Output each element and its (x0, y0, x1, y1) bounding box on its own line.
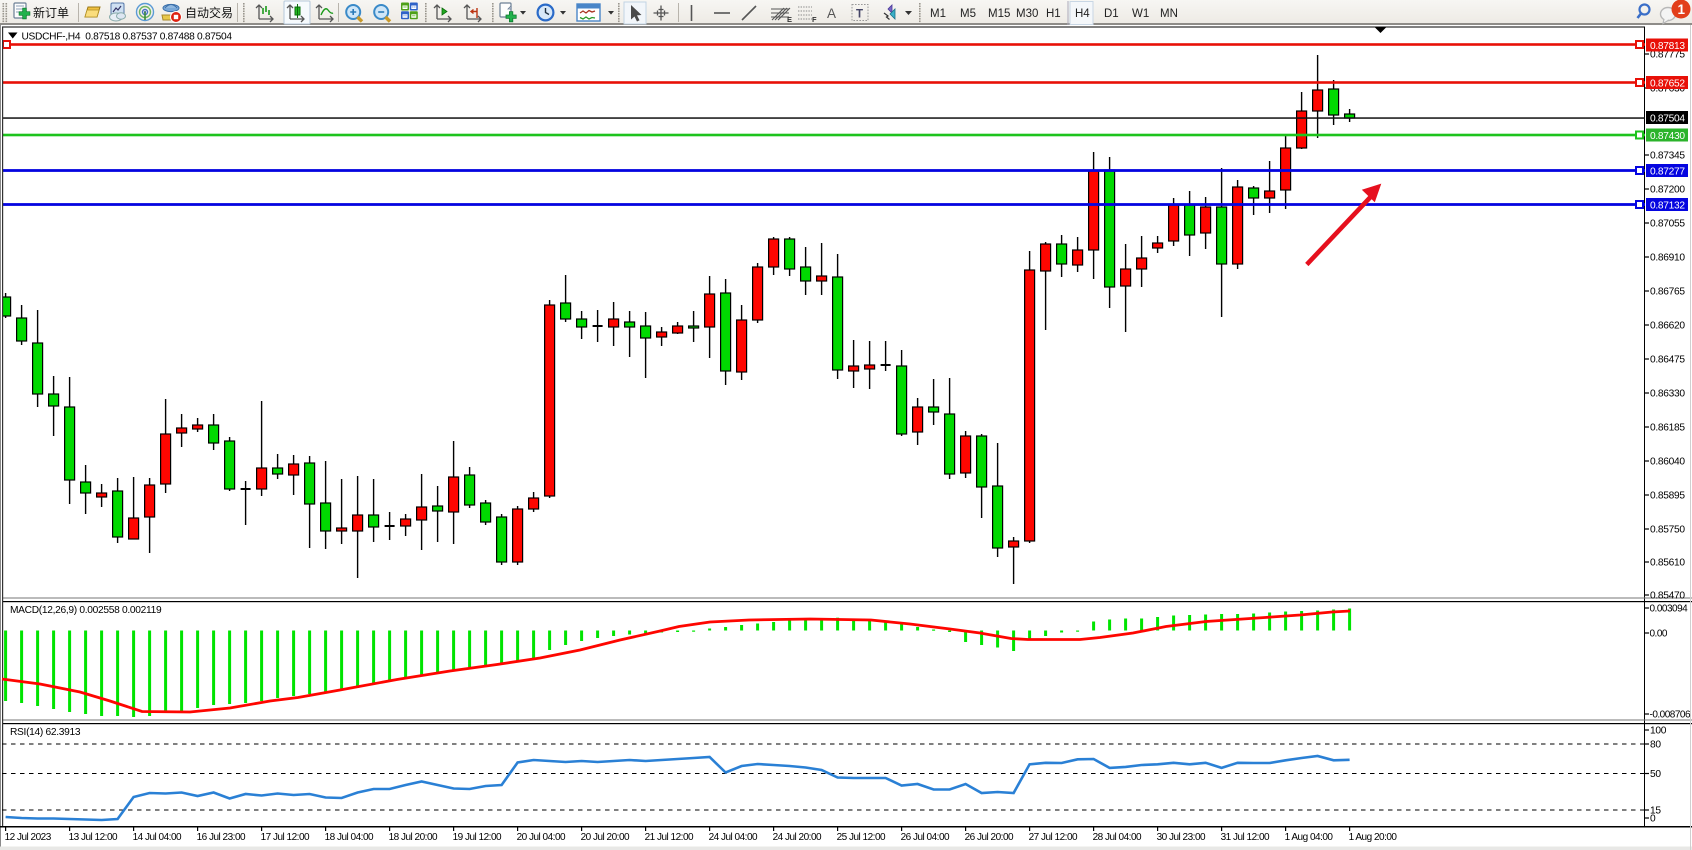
svg-text:27 Jul 12:00: 27 Jul 12:00 (1029, 832, 1078, 843)
svg-text:0.85470: 0.85470 (1650, 591, 1685, 602)
svg-text:17 Jul 12:00: 17 Jul 12:00 (261, 832, 310, 843)
svg-text:0.85610: 0.85610 (1650, 558, 1685, 569)
svg-text:0.87345: 0.87345 (1650, 151, 1685, 162)
svg-text:30 Jul 23:00: 30 Jul 23:00 (1157, 832, 1206, 843)
svg-text:19 Jul 12:00: 19 Jul 12:00 (453, 832, 502, 843)
svg-text:100: 100 (1650, 726, 1667, 737)
svg-text:0.86910: 0.86910 (1650, 253, 1685, 264)
svg-text:0.87200: 0.87200 (1650, 185, 1685, 196)
svg-text:24 Jul 04:00: 24 Jul 04:00 (709, 832, 758, 843)
svg-text:E: E (787, 15, 792, 24)
svg-text:18 Jul 20:00: 18 Jul 20:00 (389, 832, 438, 843)
svg-text:M15: M15 (988, 8, 1010, 20)
svg-text:1 Aug 04:00: 1 Aug 04:00 (1285, 832, 1334, 843)
svg-text:USDCHF-,H4 0.87518 0.87537 0.: USDCHF-,H4 0.87518 0.87537 0.87488 0.875… (22, 32, 233, 43)
svg-text:28 Jul 04:00: 28 Jul 04:00 (1093, 832, 1142, 843)
svg-text:0.87652: 0.87652 (1650, 78, 1685, 89)
svg-text:0.003094: 0.003094 (1650, 604, 1689, 615)
svg-text:D1: D1 (1104, 8, 1119, 20)
svg-text:W1: W1 (1132, 8, 1149, 20)
svg-text:0.87813: 0.87813 (1650, 41, 1685, 52)
svg-text:MACD(12,26,9) 0.002558 0.00211: MACD(12,26,9) 0.002558 0.002119 (10, 605, 162, 616)
svg-text:15: 15 (1650, 806, 1661, 817)
svg-text:25 Jul 12:00: 25 Jul 12:00 (837, 832, 886, 843)
svg-text:RSI(14) 62.3913: RSI(14) 62.3913 (10, 727, 81, 738)
svg-text:MN: MN (1160, 8, 1178, 20)
svg-text:0.87277: 0.87277 (1650, 166, 1685, 177)
svg-text:20 Jul 04:00: 20 Jul 04:00 (517, 832, 566, 843)
svg-text:80: 80 (1650, 740, 1661, 751)
svg-text:12 Jul 2023: 12 Jul 2023 (5, 832, 52, 843)
svg-text:0.86330: 0.86330 (1650, 389, 1685, 400)
svg-text:13 Jul 12:00: 13 Jul 12:00 (69, 832, 118, 843)
svg-text:0.85895: 0.85895 (1650, 491, 1685, 502)
svg-text:0.87630: 0.87630 (1650, 84, 1685, 95)
svg-text:0.87132: 0.87132 (1650, 200, 1685, 211)
svg-text:20 Jul 20:00: 20 Jul 20:00 (581, 832, 630, 843)
svg-text:14 Jul 04:00: 14 Jul 04:00 (133, 832, 182, 843)
svg-text:M1: M1 (930, 8, 946, 20)
svg-text:0.86040: 0.86040 (1650, 457, 1685, 468)
svg-text:0.00: 0.00 (1650, 629, 1668, 640)
svg-text:-0.008706: -0.008706 (1650, 710, 1691, 721)
svg-text:新订单: 新订单 (33, 5, 69, 20)
svg-text:26 Jul 04:00: 26 Jul 04:00 (901, 832, 950, 843)
svg-text:0.87430: 0.87430 (1650, 131, 1685, 142)
svg-text:0: 0 (1650, 814, 1656, 825)
svg-text:18 Jul 04:00: 18 Jul 04:00 (325, 832, 374, 843)
svg-text:H1: H1 (1046, 8, 1061, 20)
svg-text:0.85750: 0.85750 (1650, 525, 1685, 536)
svg-text:H4: H4 (1075, 8, 1090, 20)
svg-text:F: F (812, 15, 817, 24)
svg-text:自动交易: 自动交易 (185, 5, 233, 20)
svg-text:0.86475: 0.86475 (1650, 355, 1685, 366)
svg-text:31 Jul 12:00: 31 Jul 12:00 (1221, 832, 1270, 843)
svg-text:T: T (856, 9, 863, 21)
svg-text:16 Jul 23:00: 16 Jul 23:00 (197, 832, 246, 843)
svg-text:M5: M5 (960, 8, 976, 20)
svg-text:A: A (827, 6, 836, 21)
svg-text:0.87055: 0.87055 (1650, 219, 1685, 230)
svg-text:M30: M30 (1016, 8, 1038, 20)
svg-text:0.86765: 0.86765 (1650, 287, 1685, 298)
svg-text:0.87775: 0.87775 (1650, 50, 1685, 61)
svg-text:24 Jul 20:00: 24 Jul 20:00 (773, 832, 822, 843)
svg-text:50: 50 (1650, 769, 1661, 780)
svg-text:1 Aug 20:00: 1 Aug 20:00 (1349, 832, 1398, 843)
svg-text:26 Jul 20:00: 26 Jul 20:00 (965, 832, 1014, 843)
svg-text:0.86185: 0.86185 (1650, 423, 1685, 434)
svg-text:0.87504: 0.87504 (1650, 113, 1685, 124)
svg-text:0.86620: 0.86620 (1650, 321, 1685, 332)
svg-text:1: 1 (1678, 2, 1686, 17)
svg-text:21 Jul 12:00: 21 Jul 12:00 (645, 832, 694, 843)
